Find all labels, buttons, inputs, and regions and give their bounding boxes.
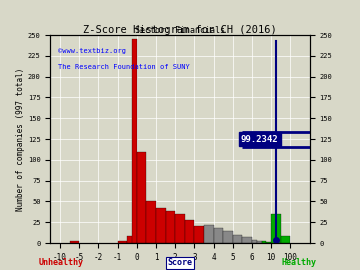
Bar [194, 226, 204, 243]
Bar [137, 151, 147, 243]
Bar [147, 201, 156, 243]
Text: Unhealthy: Unhealthy [39, 258, 84, 267]
Bar [266, 242, 271, 243]
Text: Score: Score [167, 258, 193, 267]
Text: The Research Foundation of SUNY: The Research Foundation of SUNY [58, 64, 190, 70]
Bar [166, 211, 175, 243]
Text: ©www.textbiz.org: ©www.textbiz.org [58, 48, 126, 53]
Bar [252, 240, 257, 243]
Bar [262, 241, 266, 243]
Text: 99.2342: 99.2342 [241, 134, 279, 144]
Bar [69, 241, 79, 243]
Bar [257, 241, 262, 243]
Bar [118, 241, 127, 243]
Bar [127, 236, 137, 243]
Bar [281, 236, 291, 243]
Bar [242, 237, 252, 243]
Bar [223, 231, 233, 243]
Y-axis label: Number of companies (997 total): Number of companies (997 total) [16, 67, 25, 211]
Bar [204, 225, 213, 243]
Title: Sector: Financials: Sector: Financials [135, 26, 225, 35]
Bar [271, 214, 281, 243]
Title: Z-Score Histogram for CH (2016): Z-Score Histogram for CH (2016) [83, 25, 277, 35]
Bar [233, 235, 242, 243]
Bar [213, 228, 223, 243]
Bar [156, 208, 166, 243]
Text: Healthy: Healthy [281, 258, 316, 267]
Bar [132, 39, 137, 243]
Bar [175, 214, 185, 243]
Bar [185, 220, 194, 243]
